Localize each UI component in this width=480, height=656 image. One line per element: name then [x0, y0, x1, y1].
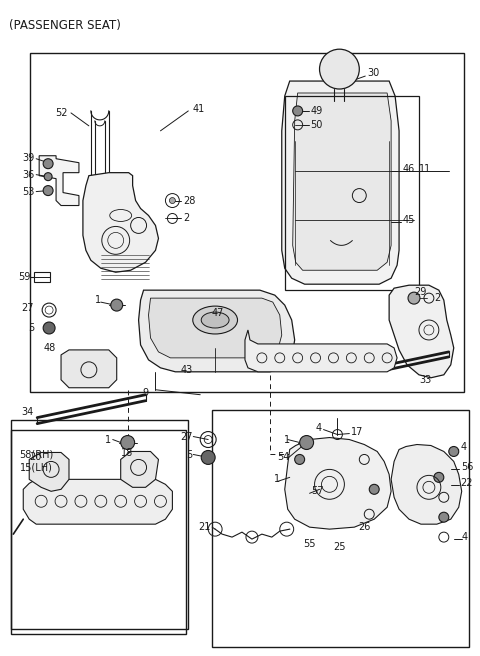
Polygon shape — [282, 81, 399, 284]
Text: 46: 46 — [403, 164, 415, 174]
Text: 59: 59 — [18, 272, 30, 282]
Text: 4: 4 — [315, 422, 322, 432]
Text: 20: 20 — [29, 453, 41, 462]
Polygon shape — [148, 298, 282, 358]
Text: 57: 57 — [312, 486, 324, 497]
Circle shape — [43, 186, 53, 195]
Circle shape — [320, 49, 360, 89]
Text: 28: 28 — [183, 195, 196, 205]
Text: 30: 30 — [367, 68, 380, 78]
Text: 25: 25 — [333, 542, 346, 552]
Text: 48: 48 — [44, 343, 56, 353]
Circle shape — [439, 512, 449, 522]
Text: 55: 55 — [303, 539, 316, 549]
Circle shape — [201, 451, 215, 464]
Circle shape — [295, 455, 305, 464]
Bar — [12, 420, 188, 628]
Text: 5: 5 — [186, 451, 192, 461]
Ellipse shape — [193, 306, 238, 334]
Polygon shape — [83, 173, 158, 272]
Text: 50: 50 — [311, 120, 323, 130]
Text: 22: 22 — [461, 478, 473, 488]
Text: 41: 41 — [192, 104, 204, 114]
Polygon shape — [285, 438, 391, 529]
Circle shape — [408, 292, 420, 304]
Text: 17: 17 — [351, 426, 364, 436]
Text: 18: 18 — [120, 449, 133, 459]
Polygon shape — [23, 480, 172, 524]
Polygon shape — [293, 93, 391, 270]
Text: 9: 9 — [143, 388, 148, 398]
Circle shape — [300, 436, 313, 449]
Text: 39: 39 — [22, 153, 34, 163]
Text: 1: 1 — [284, 434, 290, 445]
Text: 27: 27 — [180, 432, 192, 441]
Text: 34: 34 — [21, 407, 33, 417]
Polygon shape — [391, 445, 462, 524]
Text: 2: 2 — [183, 213, 190, 224]
Text: 27: 27 — [22, 303, 34, 313]
Text: 4: 4 — [462, 532, 468, 542]
Text: 15(LH): 15(LH) — [20, 462, 53, 472]
Polygon shape — [389, 285, 454, 378]
Text: 45: 45 — [403, 215, 415, 226]
Bar — [30, 53, 464, 392]
Circle shape — [120, 436, 134, 449]
Text: 33: 33 — [419, 375, 431, 385]
Text: 5: 5 — [28, 323, 34, 333]
Text: (PASSENGER SEAT): (PASSENGER SEAT) — [9, 19, 121, 32]
Text: 54: 54 — [277, 453, 290, 462]
Polygon shape — [245, 330, 397, 372]
Text: 26: 26 — [358, 522, 371, 532]
Text: 1: 1 — [105, 434, 111, 445]
Text: 43: 43 — [181, 365, 193, 375]
Text: 49: 49 — [311, 106, 323, 116]
Polygon shape — [139, 290, 295, 372]
Ellipse shape — [201, 312, 229, 328]
Polygon shape — [61, 350, 117, 388]
Bar — [34, 272, 50, 282]
Text: 1: 1 — [95, 295, 101, 305]
Polygon shape — [29, 453, 69, 491]
Text: 52: 52 — [56, 108, 68, 118]
Circle shape — [44, 173, 52, 180]
Bar — [212, 409, 468, 647]
Text: 36: 36 — [22, 170, 34, 180]
Text: 56: 56 — [461, 462, 473, 472]
Text: 2: 2 — [434, 293, 440, 303]
Text: 47: 47 — [212, 308, 224, 318]
Circle shape — [434, 472, 444, 482]
Text: 4: 4 — [461, 443, 467, 453]
Bar — [285, 96, 419, 290]
Circle shape — [43, 159, 53, 169]
Text: 29: 29 — [414, 287, 426, 297]
Polygon shape — [39, 155, 79, 205]
Circle shape — [369, 484, 379, 494]
Circle shape — [169, 197, 175, 203]
Circle shape — [449, 447, 459, 457]
Text: 21: 21 — [198, 522, 210, 532]
Text: 53: 53 — [22, 186, 34, 197]
Circle shape — [43, 322, 55, 334]
Polygon shape — [120, 451, 158, 487]
Circle shape — [111, 299, 123, 311]
Text: 58(RH): 58(RH) — [19, 449, 53, 459]
Text: 1: 1 — [274, 474, 280, 484]
Text: 11: 11 — [419, 164, 431, 174]
Bar — [12, 430, 186, 634]
Circle shape — [293, 106, 302, 116]
